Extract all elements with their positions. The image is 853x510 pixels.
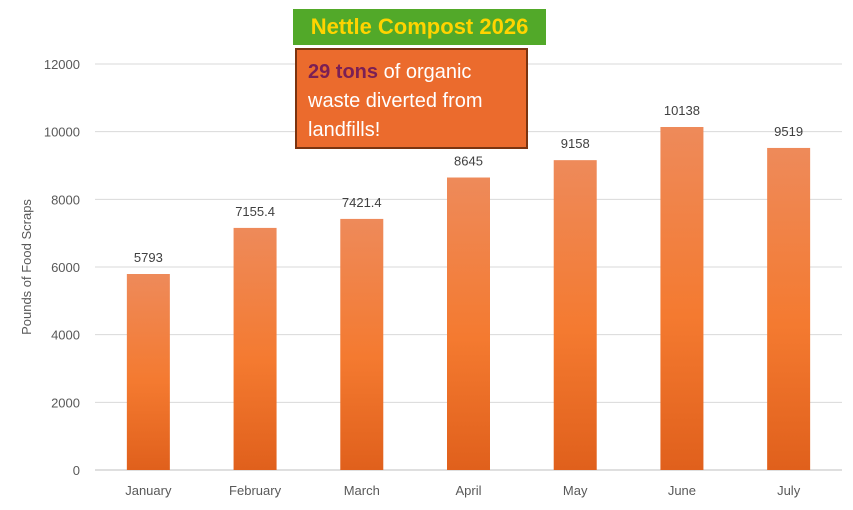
- y-tick-label: 10000: [44, 125, 80, 140]
- x-tick-label: May: [563, 483, 588, 498]
- x-tick-label: July: [777, 483, 801, 498]
- y-tick-label: 12000: [44, 57, 80, 72]
- annotation-callout: 29 tons of organic waste diverted from l…: [295, 48, 528, 149]
- x-axis-ticks: January February March April May June July: [125, 483, 800, 498]
- bar: [767, 147, 811, 471]
- annotation-highlight: 29 tons: [308, 61, 379, 83]
- bar: [340, 218, 384, 470]
- value-labels: 5793 7155.4 7421.4 8645 9158 10138 9519: [134, 103, 803, 265]
- bar-value-label: 9158: [561, 136, 590, 151]
- bar-value-label: 9519: [774, 124, 803, 139]
- x-tick-label: March: [344, 483, 380, 498]
- y-tick-label: 4000: [51, 328, 80, 343]
- bar: [126, 274, 170, 470]
- chart-title-box: Nettle Compost 2026: [293, 9, 546, 45]
- bar: [447, 177, 490, 470]
- bars: [126, 126, 811, 471]
- bar-value-label: 7155.4: [235, 204, 275, 219]
- y-tick-label: 6000: [51, 260, 80, 275]
- annotation-text: of organic waste diverted from landfills…: [308, 61, 483, 141]
- bar: [553, 160, 597, 470]
- bar-value-label: 5793: [134, 250, 163, 265]
- y-tick-label: 2000: [51, 395, 80, 410]
- bar: [233, 227, 277, 470]
- bar-value-label: 10138: [664, 103, 700, 118]
- y-tick-label: 0: [73, 463, 80, 478]
- bar-value-label: 7421.4: [342, 195, 382, 210]
- bar: [660, 126, 704, 470]
- y-tick-label: 8000: [51, 192, 80, 207]
- y-axis-label: Pounds of Food Scraps: [19, 199, 34, 335]
- x-tick-label: April: [455, 483, 481, 498]
- chart-title: Nettle Compost 2026: [310, 14, 529, 39]
- x-tick-label: June: [668, 483, 696, 498]
- bar-value-label: 8645: [454, 154, 483, 169]
- y-axis-ticks: 0 2000 4000 6000 8000 10000 12000: [44, 57, 80, 478]
- x-tick-label: January: [125, 483, 172, 498]
- x-tick-label: February: [229, 483, 282, 498]
